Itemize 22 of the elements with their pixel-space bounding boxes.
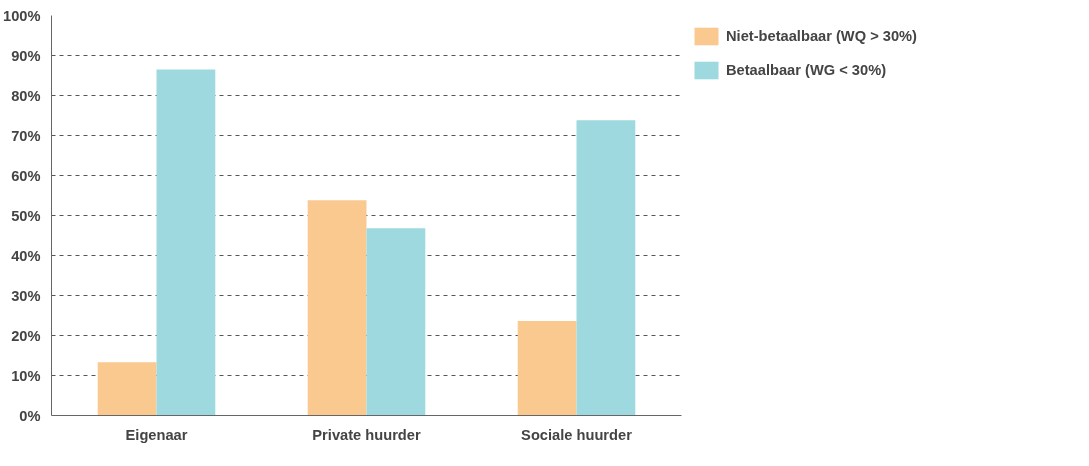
y-tick-label: 50% <box>11 207 41 224</box>
y-tick-label: 10% <box>11 367 41 384</box>
x-tick-label: Sociale huurder <box>521 426 633 443</box>
y-tick-label: 30% <box>11 287 41 304</box>
y-tick-label: 20% <box>11 327 41 344</box>
bar <box>97 362 157 416</box>
y-tick-label: 40% <box>11 247 41 264</box>
bar <box>366 228 426 416</box>
x-tick-label: Private huurder <box>312 426 421 443</box>
x-tick-label: Eigenaar <box>125 426 188 443</box>
bar <box>156 69 216 416</box>
bar <box>517 321 577 416</box>
legend-label: Betaalbaar (WG < 30%) <box>726 62 887 78</box>
y-tick-label: 80% <box>11 87 41 104</box>
y-tick-label: 70% <box>11 127 41 144</box>
legend-label: Niet-betaalbaar (WQ > 30%) <box>726 28 917 44</box>
bar <box>576 120 636 416</box>
bar <box>307 200 367 416</box>
y-tick-label: 100% <box>3 7 41 24</box>
y-tick-label: 60% <box>11 167 41 184</box>
y-tick-label: 0% <box>19 407 41 424</box>
y-tick-label: 90% <box>11 47 41 64</box>
